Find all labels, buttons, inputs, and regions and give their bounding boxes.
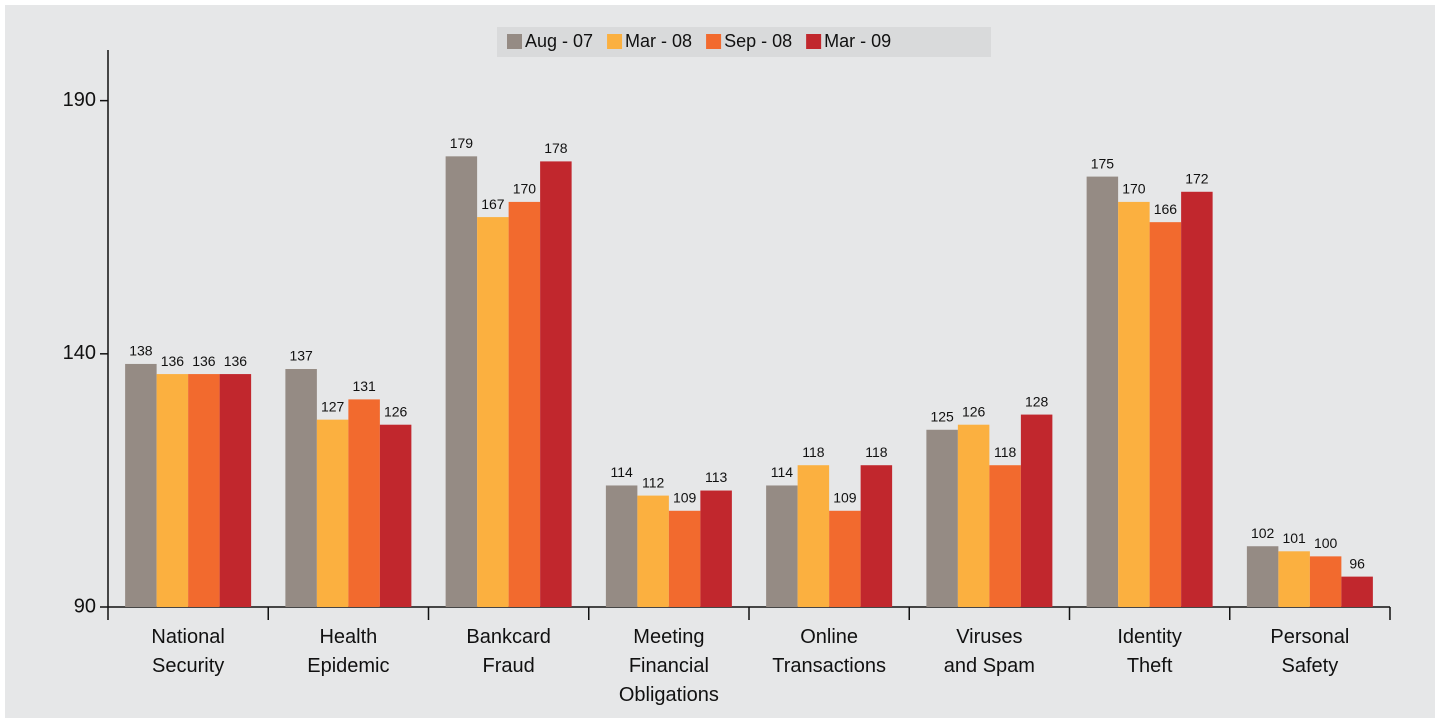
legend-label: Mar - 09 <box>824 31 891 51</box>
bar <box>637 495 669 607</box>
value-label: 179 <box>450 135 474 151</box>
value-label: 175 <box>1091 155 1115 171</box>
value-label: 109 <box>833 489 857 505</box>
bar <box>1181 191 1213 608</box>
x-tick-label: Viruses and Spam <box>943 626 1035 677</box>
value-label: 178 <box>544 140 568 156</box>
value-label: 113 <box>705 469 728 485</box>
value-label: 109 <box>673 489 697 505</box>
bar <box>285 369 317 607</box>
value-label: 118 <box>802 444 825 460</box>
value-label: 112 <box>642 474 665 490</box>
value-label: 102 <box>1251 525 1275 541</box>
bar <box>445 156 478 607</box>
value-label: 137 <box>289 348 313 364</box>
x-tick-label: Identity Theft <box>1117 626 1182 677</box>
legend-swatch <box>706 34 722 49</box>
bar <box>156 374 189 607</box>
legend-box <box>497 27 991 57</box>
value-label: 131 <box>352 378 376 394</box>
x-tick-label: Meeting Financial Obligations <box>618 626 719 706</box>
y-tick-label: 90 <box>74 595 96 617</box>
value-label: 125 <box>930 408 954 424</box>
bar <box>926 429 958 607</box>
value-label: 172 <box>1185 170 1209 186</box>
value-label: 96 <box>1349 555 1365 571</box>
bar <box>188 374 220 607</box>
value-label: 101 <box>1282 530 1306 546</box>
value-label: 126 <box>384 403 408 419</box>
bar <box>860 465 893 607</box>
value-label: 136 <box>224 353 248 369</box>
value-label: 114 <box>771 464 794 480</box>
value-label: 170 <box>513 181 537 197</box>
bar <box>1020 414 1053 607</box>
value-label: 166 <box>1154 201 1178 217</box>
x-tick-label: Bankcard Fraud <box>466 626 551 677</box>
bar <box>348 399 380 607</box>
legend-label: Sep - 08 <box>724 31 792 51</box>
bar <box>1246 546 1279 607</box>
bar <box>1309 556 1342 607</box>
chart-background <box>5 5 1435 718</box>
value-label: 127 <box>321 398 345 414</box>
bar <box>379 424 412 607</box>
bar <box>1086 176 1119 607</box>
value-label: 118 <box>865 444 888 460</box>
value-label: 167 <box>481 196 505 212</box>
legend-swatch <box>607 34 623 49</box>
legend-swatch <box>806 34 822 49</box>
bar <box>605 485 638 607</box>
value-label: 126 <box>962 403 986 419</box>
value-label: 136 <box>161 353 185 369</box>
legend-label: Aug - 07 <box>525 31 593 51</box>
y-tick-label: 140 <box>63 342 96 364</box>
bar <box>829 510 861 607</box>
bar <box>797 465 830 607</box>
x-tick-label: Health Epidemic <box>307 626 390 677</box>
legend-swatch <box>507 34 522 49</box>
x-tick-label: National Security <box>151 626 225 677</box>
value-label: 128 <box>1025 393 1049 409</box>
y-tick-label: 190 <box>63 89 96 111</box>
bar <box>508 201 541 607</box>
bar <box>219 374 252 607</box>
bar <box>477 217 509 607</box>
value-label: 138 <box>129 343 153 359</box>
bar <box>1149 222 1182 607</box>
value-label: 170 <box>1122 181 1146 197</box>
bar <box>1118 201 1150 607</box>
bar <box>766 485 798 607</box>
bar <box>1278 551 1310 607</box>
legend-label: Mar - 08 <box>625 31 692 51</box>
value-label: 100 <box>1314 535 1338 551</box>
x-tick-label: Personal Safety <box>1270 626 1350 677</box>
bar <box>540 161 572 607</box>
value-label: 136 <box>192 353 216 369</box>
value-label: 114 <box>610 464 633 480</box>
x-tick-label: Online Transactions <box>772 626 886 677</box>
value-label: 118 <box>994 444 1017 460</box>
bar <box>700 490 732 607</box>
bar <box>316 419 349 607</box>
bar <box>668 510 701 607</box>
bar <box>957 424 990 607</box>
bar <box>989 465 1021 607</box>
bar <box>125 363 157 607</box>
bar <box>1341 576 1373 607</box>
